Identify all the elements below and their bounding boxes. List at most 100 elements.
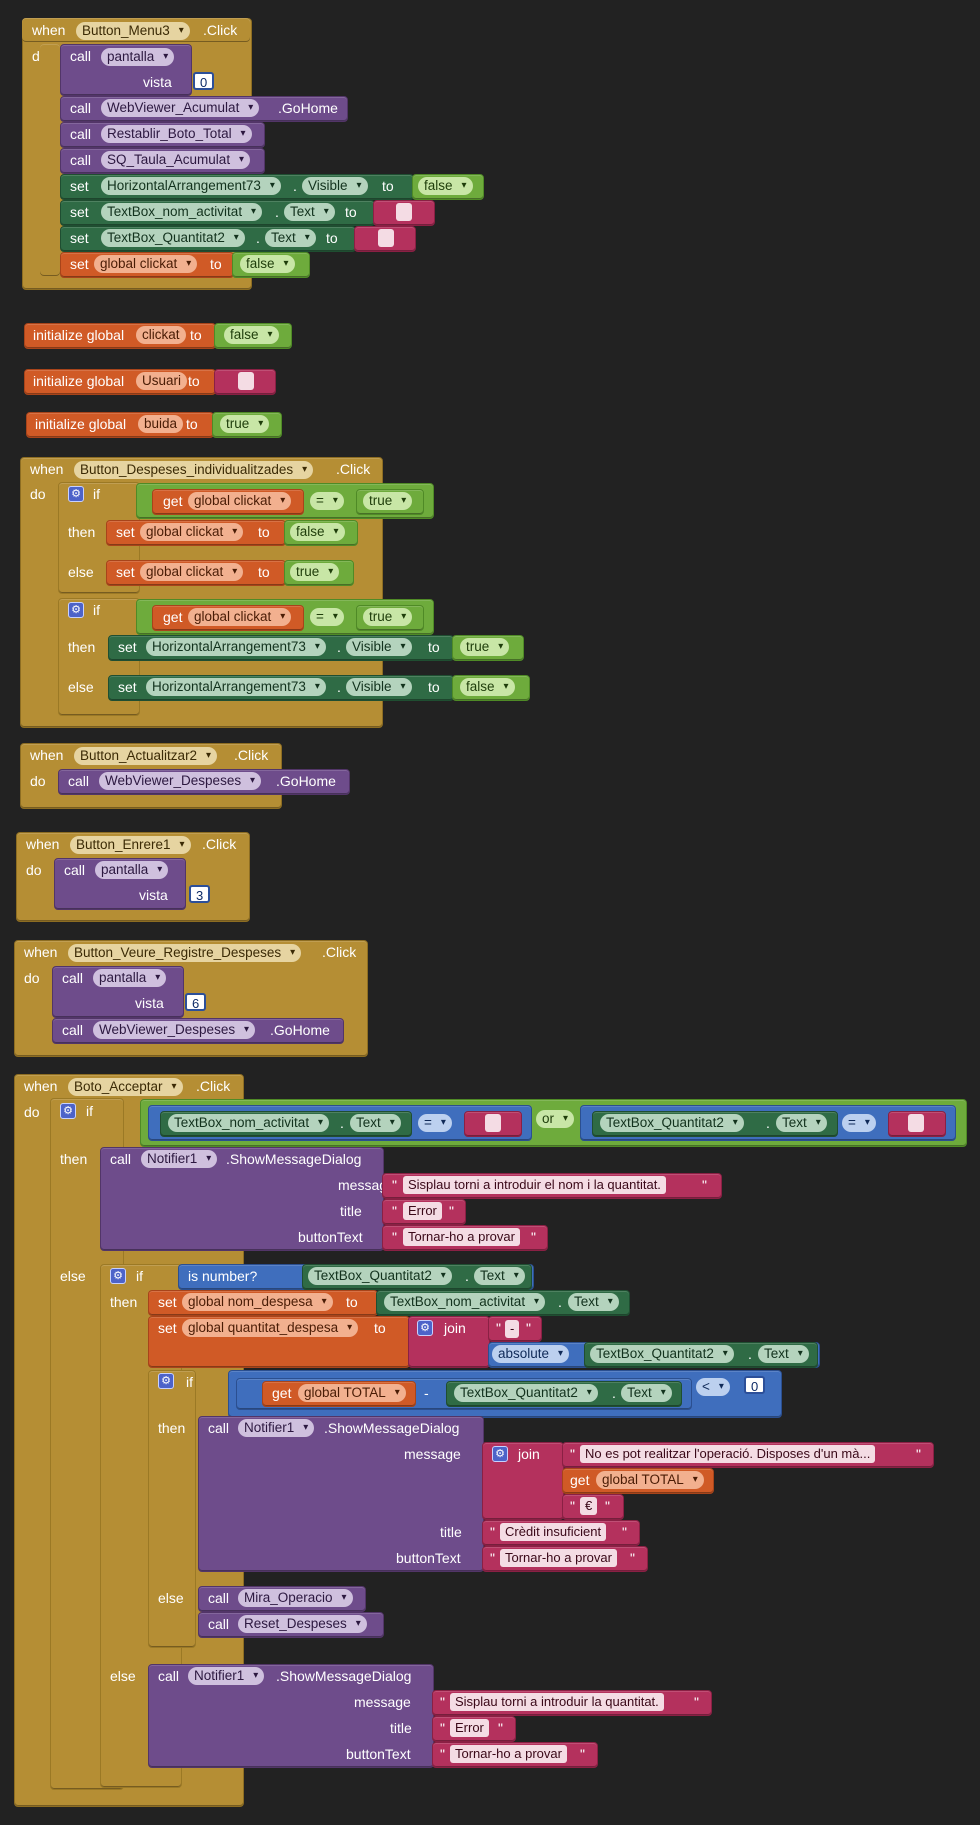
number-field[interactable]: 3: [189, 885, 211, 903]
procedure-dropdown[interactable]: Reset_Despeses: [238, 1615, 367, 1633]
property-dropdown[interactable]: Visible: [346, 638, 412, 656]
variable-name-field[interactable]: Usuari: [136, 372, 188, 390]
variable-name-field[interactable]: buida: [138, 415, 184, 433]
boolean-dropdown[interactable]: true: [290, 563, 340, 581]
variable-dropdown[interactable]: global clickat: [94, 255, 198, 273]
component-dropdown[interactable]: Notifier1: [238, 1419, 315, 1437]
currency-text[interactable]: €: [580, 1497, 598, 1515]
property-dropdown[interactable]: Text: [621, 1384, 672, 1402]
empty-string[interactable]: [485, 1114, 501, 1132]
property-dropdown[interactable]: Text: [474, 1267, 525, 1285]
title-text[interactable]: Error: [450, 1719, 489, 1737]
boolean-dropdown[interactable]: true: [460, 638, 510, 656]
boolean-dropdown[interactable]: true: [363, 608, 413, 626]
property-dropdown[interactable]: Visible: [346, 678, 412, 696]
component-dropdown[interactable]: TextBox_nom_activitat: [101, 203, 263, 221]
component-dropdown[interactable]: Button_Enrere1: [70, 836, 191, 854]
boolean-dropdown[interactable]: false: [460, 678, 515, 696]
component-dropdown[interactable]: HorizontalArrangement73: [101, 177, 281, 195]
title-text[interactable]: Error: [403, 1202, 442, 1220]
property-dropdown[interactable]: Text: [284, 203, 335, 221]
quote-mark: ": [392, 1203, 397, 1219]
property-dropdown[interactable]: Text: [776, 1114, 827, 1132]
procedure-dropdown[interactable]: pantalla: [101, 48, 175, 66]
component-dropdown[interactable]: Button_Actualitzar2: [74, 747, 218, 765]
procedure-dropdown[interactable]: Mira_Operacio: [238, 1589, 353, 1607]
component-dropdown[interactable]: Button_Menu3: [76, 22, 190, 40]
operator-dropdown[interactable]: <: [696, 1378, 730, 1396]
procedure-dropdown[interactable]: pantalla: [95, 861, 169, 879]
component-dropdown[interactable]: TextBox_Quantitat2: [590, 1345, 734, 1363]
component-dropdown[interactable]: HorizontalArrangement73: [146, 638, 326, 656]
operator-dropdown[interactable]: =: [842, 1114, 876, 1132]
component-dropdown[interactable]: Boto_Acceptar: [68, 1078, 183, 1096]
variable-dropdown[interactable]: global nom_despesa: [182, 1293, 333, 1311]
empty-string[interactable]: [378, 229, 394, 247]
call-notifier-dialog[interactable]: [198, 1416, 484, 1572]
property-dropdown[interactable]: Text: [758, 1345, 809, 1363]
component-dropdown[interactable]: Button_Veure_Registre_Despeses: [68, 944, 302, 962]
boolean-dropdown[interactable]: false: [418, 177, 473, 195]
operator-dropdown[interactable]: =: [310, 492, 344, 510]
mutator-gear-icon[interactable]: ⚙: [68, 602, 84, 618]
empty-string[interactable]: [238, 372, 254, 390]
logic-dropdown[interactable]: or: [536, 1110, 575, 1128]
variable-dropdown[interactable]: global TOTAL: [596, 1471, 704, 1489]
boolean-dropdown[interactable]: false: [240, 255, 295, 273]
empty-string[interactable]: [908, 1114, 924, 1132]
boolean-dropdown[interactable]: false: [224, 326, 279, 344]
component-dropdown[interactable]: Notifier1: [141, 1150, 218, 1168]
mutator-gear-icon[interactable]: ⚙: [158, 1373, 174, 1389]
message-text[interactable]: Sisplau torni a introduir la quantitat.: [450, 1693, 664, 1711]
component-dropdown[interactable]: HorizontalArrangement73: [146, 678, 326, 696]
component-dropdown[interactable]: WebViewer_Acumulat: [101, 99, 260, 117]
variable-dropdown[interactable]: global clickat: [188, 492, 292, 510]
variable-dropdown[interactable]: global quantitat_despesa: [182, 1319, 359, 1337]
mutator-gear-icon[interactable]: ⚙: [417, 1320, 433, 1336]
property-dropdown[interactable]: Visible: [302, 177, 368, 195]
variable-dropdown[interactable]: global TOTAL: [298, 1384, 406, 1402]
procedure-dropdown[interactable]: Restablir_Boto_Total: [101, 125, 252, 143]
component-dropdown[interactable]: TextBox_Quantitat2: [101, 229, 245, 247]
operator-dropdown[interactable]: =: [418, 1114, 452, 1132]
mutator-gear-icon[interactable]: ⚙: [110, 1268, 126, 1284]
message-text[interactable]: No es pot realitzar l'operació. Disposes…: [580, 1445, 876, 1463]
title-text[interactable]: Crèdit insuficient: [500, 1523, 607, 1541]
component-dropdown[interactable]: TextBox_Quantitat2: [308, 1267, 452, 1285]
math-dropdown[interactable]: absolute: [492, 1345, 570, 1363]
component-dropdown[interactable]: TextBox_Quantitat2: [600, 1114, 744, 1132]
mutator-gear-icon[interactable]: ⚙: [68, 486, 84, 502]
number-field[interactable]: 0: [744, 1376, 766, 1394]
component-dropdown[interactable]: TextBox_Quantitat2: [454, 1384, 598, 1402]
procedure-dropdown[interactable]: pantalla: [93, 969, 167, 987]
dash-text[interactable]: -: [505, 1320, 520, 1338]
number-field[interactable]: 0: [193, 72, 215, 90]
variable-dropdown[interactable]: global clickat: [140, 563, 244, 581]
if-block[interactable]: [148, 1370, 196, 1648]
property-dropdown[interactable]: Text: [265, 229, 316, 247]
component-dropdown[interactable]: WebViewer_Despeses: [99, 772, 262, 790]
boolean-dropdown[interactable]: true: [220, 415, 270, 433]
empty-string[interactable]: [396, 203, 412, 221]
button-text[interactable]: Tornar-ho a provar: [500, 1549, 617, 1567]
procedure-dropdown[interactable]: SQ_Taula_Acumulat: [101, 151, 251, 169]
property-dropdown[interactable]: Text: [350, 1114, 401, 1132]
mutator-gear-icon[interactable]: ⚙: [492, 1446, 508, 1462]
component-dropdown[interactable]: Notifier1: [188, 1667, 265, 1685]
boolean-dropdown[interactable]: false: [290, 523, 345, 541]
button-text[interactable]: Tornar-ho a provar: [450, 1745, 567, 1763]
message-text[interactable]: Sisplau torni a introduir el nom i la qu…: [403, 1176, 666, 1194]
button-text[interactable]: Tornar-ho a provar: [403, 1228, 520, 1246]
property-dropdown[interactable]: Text: [568, 1293, 619, 1311]
mutator-gear-icon[interactable]: ⚙: [60, 1103, 76, 1119]
component-dropdown[interactable]: TextBox_nom_activitat: [384, 1293, 546, 1311]
variable-dropdown[interactable]: global clickat: [188, 608, 292, 626]
boolean-dropdown[interactable]: true: [363, 492, 413, 510]
component-dropdown[interactable]: TextBox_nom_activitat: [168, 1114, 330, 1132]
operator-dropdown[interactable]: =: [310, 608, 344, 626]
component-dropdown[interactable]: Button_Despeses_individualitzades: [74, 461, 314, 479]
variable-dropdown[interactable]: global clickat: [140, 523, 244, 541]
component-dropdown[interactable]: WebViewer_Despeses: [93, 1021, 256, 1039]
variable-name-field[interactable]: clickat: [136, 326, 186, 344]
number-field[interactable]: 6: [185, 993, 207, 1011]
